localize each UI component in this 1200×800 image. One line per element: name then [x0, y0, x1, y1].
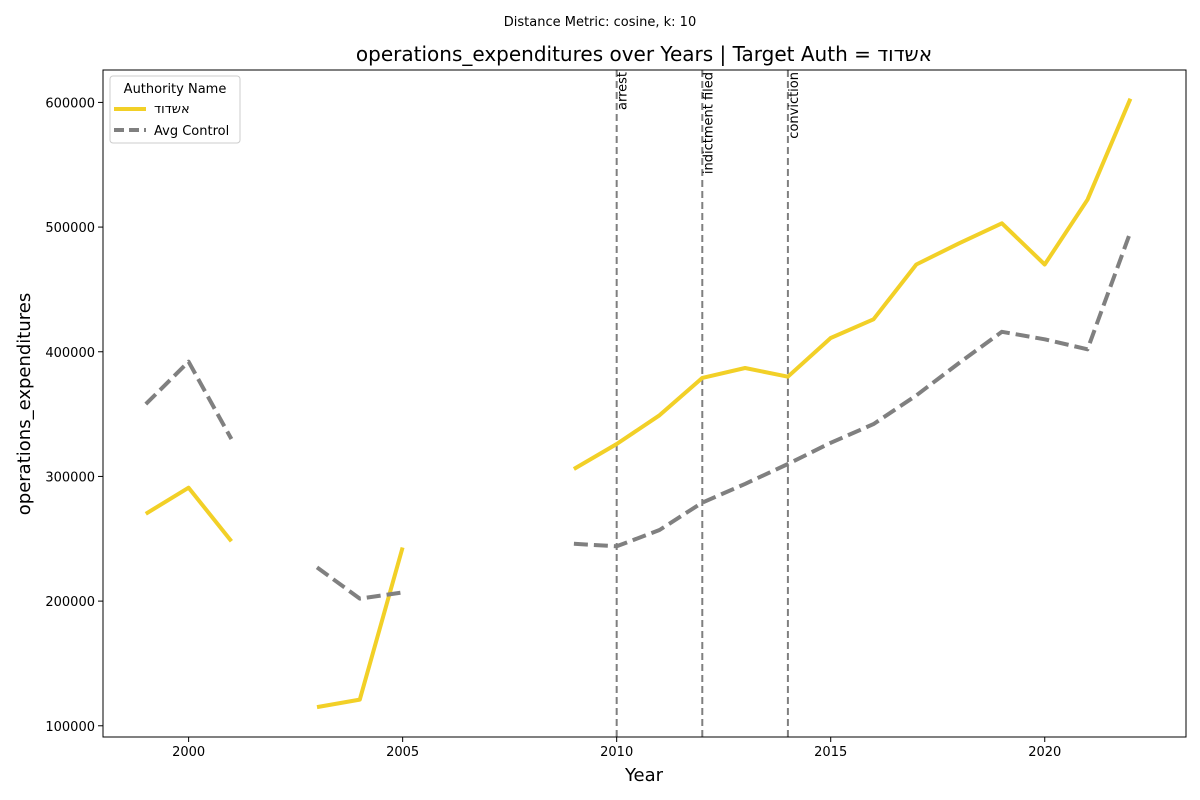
- x-tick-label: 2020: [1028, 745, 1061, 760]
- event-label: arrest: [616, 72, 631, 110]
- x-tick-label: 2015: [814, 745, 847, 760]
- legend-title: Authority Name: [124, 82, 227, 97]
- chart-suptitle: Distance Metric: cosine, k: 10: [504, 15, 696, 30]
- series-line-target: [144, 485, 233, 543]
- plot-area: 2000 2005 2010 2015 2020 100000 200000 300000 40…: [45, 69, 1187, 760]
- x-tick-label: 2005: [386, 745, 419, 760]
- y-tick-label: 200000: [45, 595, 95, 610]
- event-label: indictment filed: [701, 72, 716, 174]
- x-tick-label: 2010: [600, 745, 633, 760]
- legend: Authority Name אשדוד Avg Control: [109, 75, 241, 144]
- x-axis-label: Year: [624, 765, 664, 786]
- y-tick-label: 600000: [45, 96, 95, 111]
- y-axis-label: operations_expenditures: [14, 293, 35, 515]
- y-tick-label: 500000: [45, 221, 95, 236]
- plot-frame: [102, 69, 1187, 738]
- legend-label-control: Avg Control: [154, 124, 229, 139]
- series-line-target: [316, 546, 405, 710]
- x-tick-label: 2000: [172, 745, 205, 760]
- series-line-control: [315, 565, 403, 601]
- series-line-control: [144, 359, 234, 440]
- chart-title: operations_expenditures over Years | Tar…: [356, 42, 932, 66]
- y-tick-label: 100000: [45, 720, 95, 735]
- legend-label-target: אשדוד: [154, 102, 190, 117]
- y-tick-label: 400000: [45, 346, 95, 361]
- legend-box: [109, 75, 241, 144]
- y-tick-label: 300000: [45, 470, 95, 485]
- series-line-target: [572, 97, 1133, 471]
- event-label: conviction: [787, 72, 802, 139]
- series-line-control: [573, 231, 1133, 549]
